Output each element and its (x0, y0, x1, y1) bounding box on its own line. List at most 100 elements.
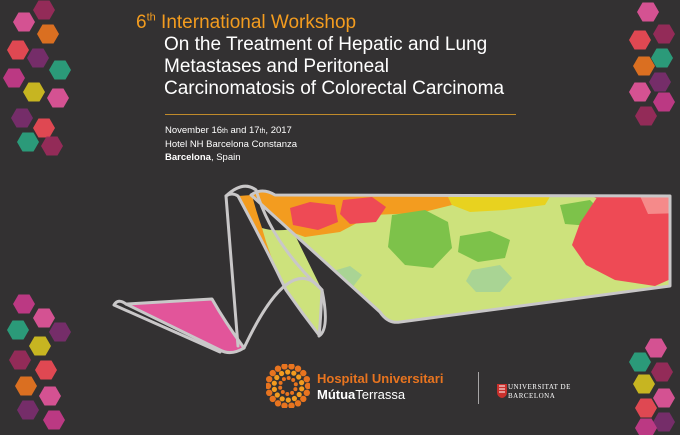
sunburst-dot (299, 380, 305, 386)
university-shield-icon (497, 384, 507, 398)
hexagon-shape (35, 360, 57, 380)
event-date: November 16th and 17th, 2017 (165, 125, 292, 136)
sunburst-dot (304, 382, 310, 390)
sunburst-dot (291, 378, 296, 382)
sunburst-dot (296, 374, 302, 380)
title-divider (165, 114, 516, 115)
event-info: November 16th and 17th, 2017 Hotel NH Ba… (165, 124, 297, 164)
sunburst-dot (285, 392, 290, 396)
title-line-2: On the Treatment of Hepatic and Lung (164, 34, 488, 55)
sunburst-dot (274, 392, 280, 398)
hexagon-shape (629, 30, 651, 50)
hexagon-shape (39, 386, 61, 406)
sunburst-dot (285, 369, 291, 375)
hexagon-shape (11, 108, 33, 128)
sunburst-dot (278, 385, 283, 390)
sunburst-dot (278, 380, 283, 385)
hexagon-shape (47, 88, 69, 108)
sunburst-dot (266, 382, 272, 390)
hexagon-shape (33, 0, 55, 20)
sunburst-dot (291, 370, 297, 376)
hexagon-shape (7, 320, 29, 340)
sunburst-dot (293, 387, 298, 392)
sunburst-dot (300, 369, 307, 377)
sunburst-dot (293, 382, 298, 387)
hospital-name-line2: MútuaTerrassa (317, 387, 406, 402)
logo-divider (478, 372, 479, 404)
sunburst-dot (290, 390, 295, 395)
hexagon-shape (9, 350, 31, 370)
hospital-sunburst-icon (266, 364, 310, 408)
hexagon-shape (635, 418, 657, 435)
hexagon-shape (629, 352, 651, 372)
hexagon-shape (649, 72, 671, 92)
hexagon-shape (13, 294, 35, 314)
hexagon-shape (633, 374, 655, 394)
hexagon-shape (17, 132, 39, 152)
sunburst-dot (300, 395, 307, 403)
sunburst-dot (291, 395, 297, 402)
hexagon-shape (7, 40, 29, 60)
hexagon-shape (33, 118, 55, 138)
sunburst-dot (299, 386, 305, 392)
sunburst-dot (266, 376, 273, 383)
sunburst-dot (288, 364, 295, 370)
hexagon-shape (23, 82, 45, 102)
hexagon-shape (629, 82, 651, 102)
sunburst-dot (286, 376, 291, 380)
title-line-3: Metastases and Peritoneal (164, 56, 389, 77)
title-line-1: 6th International Workshop (136, 11, 357, 33)
hexagon-shape (15, 376, 37, 396)
sunburst-dot (303, 389, 310, 396)
hexagon-shape (3, 68, 25, 88)
hexagon-shape (635, 398, 657, 418)
sunburst-dot (294, 400, 302, 407)
sunburst-dot (271, 386, 277, 392)
hexagon-shape (17, 400, 39, 420)
hexagon-shape (653, 388, 675, 408)
sunburst-dot (271, 380, 277, 386)
map-fold-pink (126, 299, 244, 353)
hexagon-shape (651, 48, 673, 68)
hexagon-shape (29, 336, 51, 356)
hexagon-shape (635, 106, 657, 126)
hexagon-shape (637, 2, 659, 22)
hexagon-shape (27, 48, 49, 68)
hexagon-shape (49, 60, 71, 80)
hospital-name-line1: Hospital Universitari (317, 371, 444, 386)
university-logo-text: UNIVERSITAT DE BARCELONA (508, 383, 571, 400)
event-venue: Hotel NH Barcelona Constanza (165, 139, 298, 150)
hexagon-shape (653, 92, 675, 112)
hexagon-shape (49, 322, 71, 342)
workshop-title: 6th International Workshop On the Treatm… (136, 12, 536, 100)
hexagon-shape (37, 24, 59, 44)
title-line-4: Carcinomatosis of Colorectal Carcinoma (164, 78, 505, 99)
sunburst-dot (294, 365, 302, 372)
hexagon-shape (43, 410, 65, 430)
sunburst-dot (281, 364, 288, 370)
hexagon-shape (645, 338, 667, 358)
sunburst-dot (288, 402, 295, 408)
sunburst-dot (274, 400, 282, 407)
sunburst-dot (303, 376, 310, 383)
hexagon-shape (33, 308, 55, 328)
hexagon-shape (651, 362, 673, 382)
sunburst-dot (285, 397, 291, 403)
sunburst-dot (281, 402, 288, 408)
sunburst-dot (274, 365, 282, 372)
sunburst-dot (279, 396, 285, 402)
sunburst-dot (269, 369, 276, 377)
hexagon-shape (13, 12, 35, 32)
hexagon-shape (41, 136, 63, 156)
sunburst-dot (280, 390, 285, 394)
event-location: Barcelona, Spain (165, 152, 241, 163)
sunburst-dot (279, 370, 285, 377)
sunburst-dot (269, 395, 276, 403)
hexagon-shape (653, 412, 675, 432)
sunburst-dot (281, 377, 286, 382)
sunburst-dot (296, 391, 302, 398)
hexagon-shape (653, 24, 675, 44)
